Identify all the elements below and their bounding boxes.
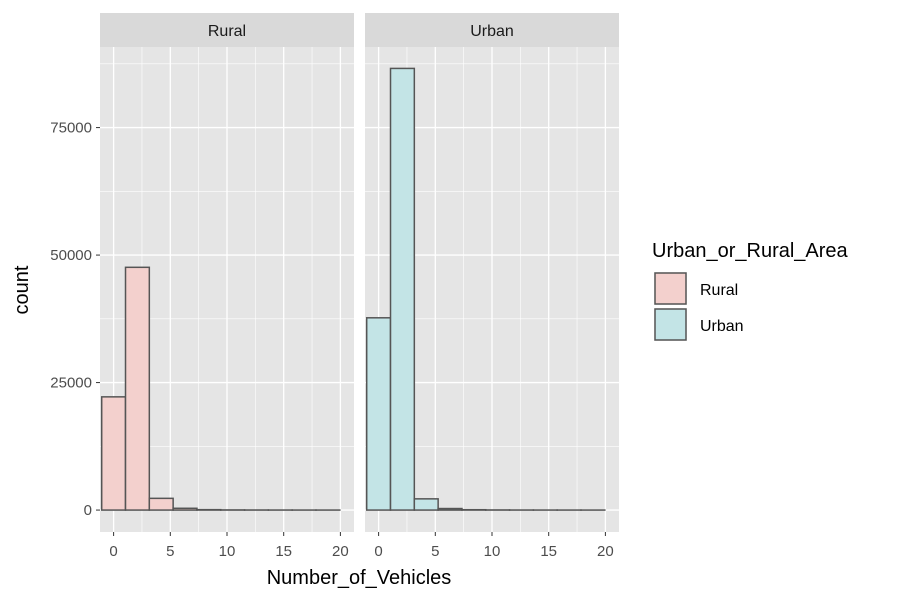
histogram-bar-urban	[437, 507, 463, 511]
x-tick-label: 5	[431, 543, 439, 560]
bars-urban	[365, 67, 606, 511]
legend-swatch-rural	[654, 272, 687, 305]
histogram-bar-urban	[389, 67, 416, 511]
bars-rural	[100, 266, 341, 511]
y-tick-label: 75000	[50, 120, 92, 137]
x-tick-label: 5	[166, 543, 174, 560]
y-axis-title: count	[11, 265, 33, 314]
histogram-bar-rural	[124, 266, 151, 511]
histogram-bar-rural	[148, 497, 174, 511]
y-tick-label: 50000	[50, 247, 92, 264]
panel-urban: Urban 0 5 10 15 20	[365, 13, 619, 560]
x-axis-title: Number_of_Vehicles	[267, 567, 452, 589]
x-tick-label: 20	[597, 543, 614, 560]
histogram-bar-urban	[365, 317, 392, 511]
strip-rural	[100, 13, 354, 47]
x-tick-label: 0	[109, 543, 117, 560]
x-tick-label: 20	[332, 543, 349, 560]
y-tick-label: 25000	[50, 375, 92, 392]
y-axis: 0 25000 50000 75000	[50, 120, 100, 519]
x-tick-label: 10	[484, 543, 501, 560]
panel-rural: Rural 0 5 10 15 20	[100, 13, 354, 560]
y-tick-label: 0	[84, 502, 92, 519]
legend-title: Urban_or_Rural_Area	[652, 240, 849, 262]
x-axis-urban: 0 5 10 15 20	[374, 532, 614, 560]
strip-label-urban: Urban	[470, 23, 514, 40]
x-tick-label: 0	[374, 543, 382, 560]
histogram-bar-rural	[100, 396, 127, 511]
x-tick-label: 15	[275, 543, 292, 560]
x-axis-rural: 0 5 10 15 20	[109, 532, 349, 560]
histogram-bar-urban	[413, 498, 439, 511]
strip-urban	[365, 13, 619, 47]
legend-label-urban: Urban	[700, 318, 744, 335]
legend: Urban_or_Rural_Area Rural Urban	[652, 240, 849, 341]
x-tick-label: 15	[540, 543, 557, 560]
histogram-bar-rural	[172, 507, 198, 511]
legend-swatch-urban	[654, 308, 687, 341]
x-tick-label: 10	[219, 543, 236, 560]
legend-items: Rural Urban	[654, 272, 744, 341]
legend-label-rural: Rural	[700, 282, 738, 299]
strip-label-rural: Rural	[208, 23, 246, 40]
